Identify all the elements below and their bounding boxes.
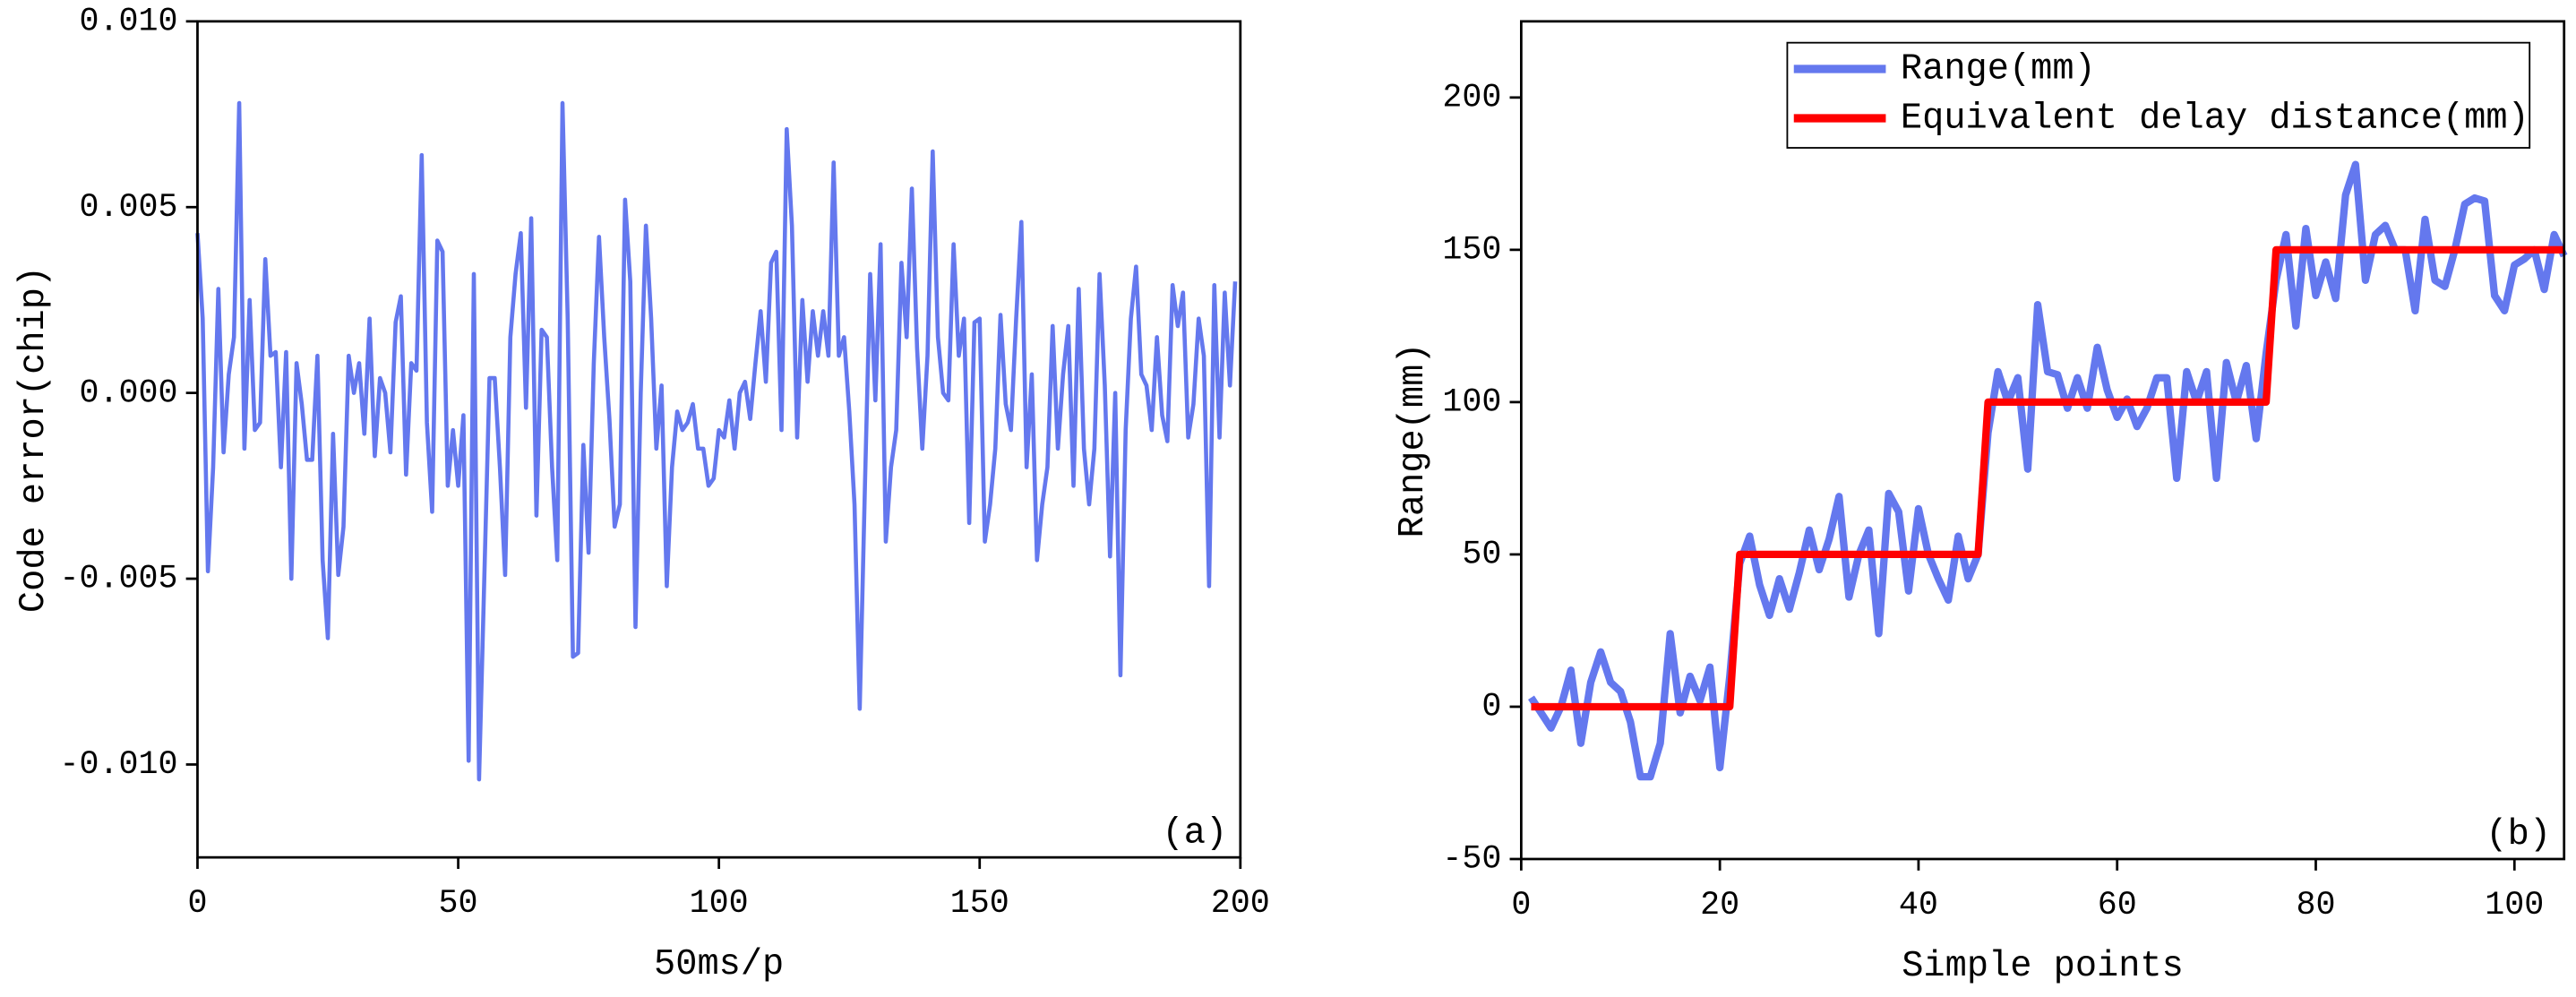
plot-frame <box>1519 20 2566 861</box>
x-tick-label: 40 <box>1899 887 1938 924</box>
x-tick-label: 60 <box>2098 887 2137 924</box>
x-axis-label: Simple points <box>1902 946 2184 987</box>
x-tick-label: 100 <box>2485 887 2544 924</box>
x-tick-label: 100 <box>690 885 749 923</box>
x-tick-label: 20 <box>1700 887 1739 924</box>
y-tick-label: 0.010 <box>79 4 177 41</box>
y-tick-label: 150 <box>1442 232 1501 270</box>
data-line <box>1528 160 2568 781</box>
x-tick-label: 150 <box>950 885 1009 923</box>
y-tick-label: 0.005 <box>79 189 177 227</box>
y-tick-label: 0 <box>1481 689 1501 726</box>
x-tick-label: 80 <box>2296 887 2335 924</box>
subplot: 0 50 100 150 200 -0.010 -0.005 0.000 0.005 0.010 5… <box>13 4 1270 985</box>
y-tick-label: 100 <box>1442 384 1501 422</box>
x-tick-label: 50 <box>439 885 478 923</box>
y-tick-label: -0.005 <box>59 561 177 598</box>
subplot: 0 20 40 60 80 100 -50 0 50 100 150 200 Simple points… <box>1393 20 2568 987</box>
y-tick-label: -50 <box>1442 841 1501 879</box>
y-axis-label: Code error(chip) <box>13 266 55 613</box>
y-axis-label: Range(mm) <box>1393 343 1434 538</box>
x-axis-label: 50ms/p <box>654 944 784 985</box>
legend-label: Range(mm) <box>1901 49 2096 90</box>
x-tick-label: 0 <box>187 885 207 923</box>
x-tick-label: 200 <box>1211 885 1270 923</box>
y-tick-label: 0.000 <box>79 374 177 412</box>
x-tick-label: 0 <box>1511 887 1531 924</box>
data-line <box>1531 245 2564 711</box>
y-tick-label: 50 <box>1462 537 1501 574</box>
legend-box <box>1786 41 2531 149</box>
panel-label: (b) <box>2486 814 2551 855</box>
panel-label: (a) <box>1163 812 1228 854</box>
legend-label: Equivalent delay distance(mm) <box>1901 99 2529 140</box>
y-tick-label: 200 <box>1442 80 1501 117</box>
y-tick-label: -0.010 <box>59 746 177 784</box>
data-line <box>195 100 1238 782</box>
